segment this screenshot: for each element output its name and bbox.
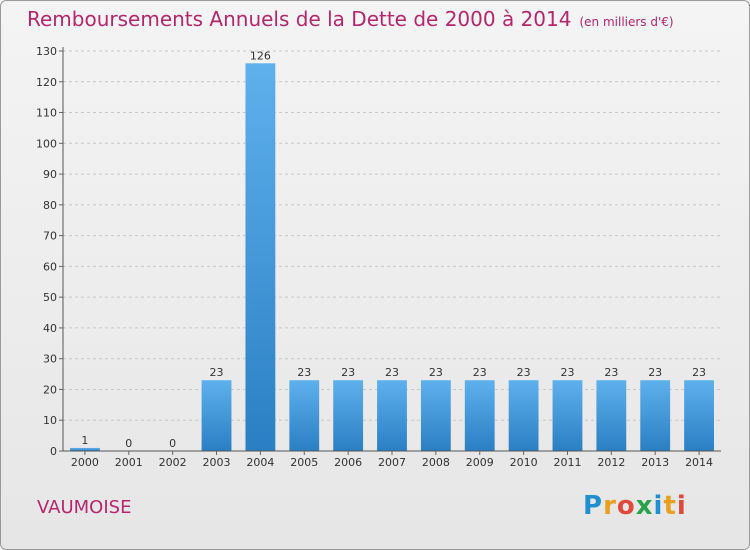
x-tick-label: 2008: [422, 456, 450, 469]
x-tick-label: 2005: [290, 456, 318, 469]
x-tick-label: 2001: [115, 456, 143, 469]
logo-letter: r: [603, 491, 617, 521]
label-layer: 1 0 0 23 126 23 23 23 23 23 23 23 23 23 23: [81, 49, 706, 450]
data-label: 1: [81, 434, 88, 447]
data-label: 23: [648, 366, 662, 379]
x-tick-label: 2010: [510, 456, 538, 469]
y-tick-label: 80: [43, 199, 57, 212]
data-label: 23: [297, 366, 311, 379]
y-tick-label: 100: [36, 137, 57, 150]
bar: [640, 380, 671, 451]
proxiti-logo[interactable]: Proxiti: [583, 491, 687, 521]
x-tick-label: 2000: [71, 456, 99, 469]
x-tick-label: 2006: [334, 456, 362, 469]
logo-letter: i: [676, 491, 687, 521]
chart-subtitle: (en milliers d'€): [579, 15, 674, 29]
data-label: 23: [560, 366, 574, 379]
bar: [289, 380, 320, 451]
bar: [333, 380, 364, 451]
logo-letter: P: [583, 491, 604, 521]
x-tick-label: 2012: [597, 456, 625, 469]
x-tick-label: 2014: [685, 456, 713, 469]
chart-title-text: Remboursements Annuels de la Dette de 20…: [27, 7, 572, 31]
y-tick-label: 30: [43, 353, 57, 366]
data-label: 23: [385, 366, 399, 379]
data-label: 126: [250, 49, 271, 62]
bar: [420, 380, 451, 451]
y-tick-label: 70: [43, 230, 57, 243]
data-label: 23: [429, 366, 443, 379]
x-tick-label: 2002: [159, 456, 187, 469]
logo-letter: t: [663, 491, 677, 521]
x-tick-label: 2003: [203, 456, 231, 469]
y-tick-label: 120: [36, 76, 57, 89]
x-tick-label: 2013: [641, 456, 669, 469]
commune-name: VAUMOISE: [37, 497, 132, 518]
logo-letter: i: [653, 491, 664, 521]
y-tick-label: 50: [43, 291, 57, 304]
x-tick-label: 2007: [378, 456, 406, 469]
logo-letter: o: [616, 491, 636, 521]
bar: [684, 380, 714, 451]
data-label: 0: [125, 437, 132, 450]
y-tick-label: 10: [43, 414, 57, 427]
bar: [70, 447, 100, 451]
y-tick-label: 20: [43, 383, 57, 396]
y-tick-label: 60: [43, 260, 57, 273]
grid-layer: [63, 50, 721, 421]
x-tick-label: 2011: [553, 456, 581, 469]
y-tick-label: 0: [50, 445, 57, 458]
y-tick-label: 40: [43, 322, 57, 335]
y-tick-label: 130: [36, 45, 57, 58]
bar: [508, 380, 539, 451]
bar: [596, 380, 627, 451]
y-tick-label: 110: [36, 107, 57, 120]
data-label: 23: [473, 366, 487, 379]
data-label: 23: [341, 366, 355, 379]
bar: [464, 380, 495, 451]
x-tick-label: 2004: [246, 456, 274, 469]
bar: [201, 380, 232, 451]
data-label: 23: [210, 366, 224, 379]
data-label: 0: [169, 437, 176, 450]
data-label: 23: [604, 366, 618, 379]
bar-layer: [70, 63, 714, 452]
bar: [377, 380, 407, 451]
chart-title: Remboursements Annuels de la Dette de 20…: [27, 7, 674, 31]
data-label: 23: [692, 366, 706, 379]
bar: [552, 380, 583, 451]
data-label: 23: [517, 366, 531, 379]
x-tick-label: 2009: [466, 456, 494, 469]
y-tick-label: 90: [43, 168, 57, 181]
bar: [245, 63, 276, 452]
logo-letter: x: [635, 491, 654, 521]
